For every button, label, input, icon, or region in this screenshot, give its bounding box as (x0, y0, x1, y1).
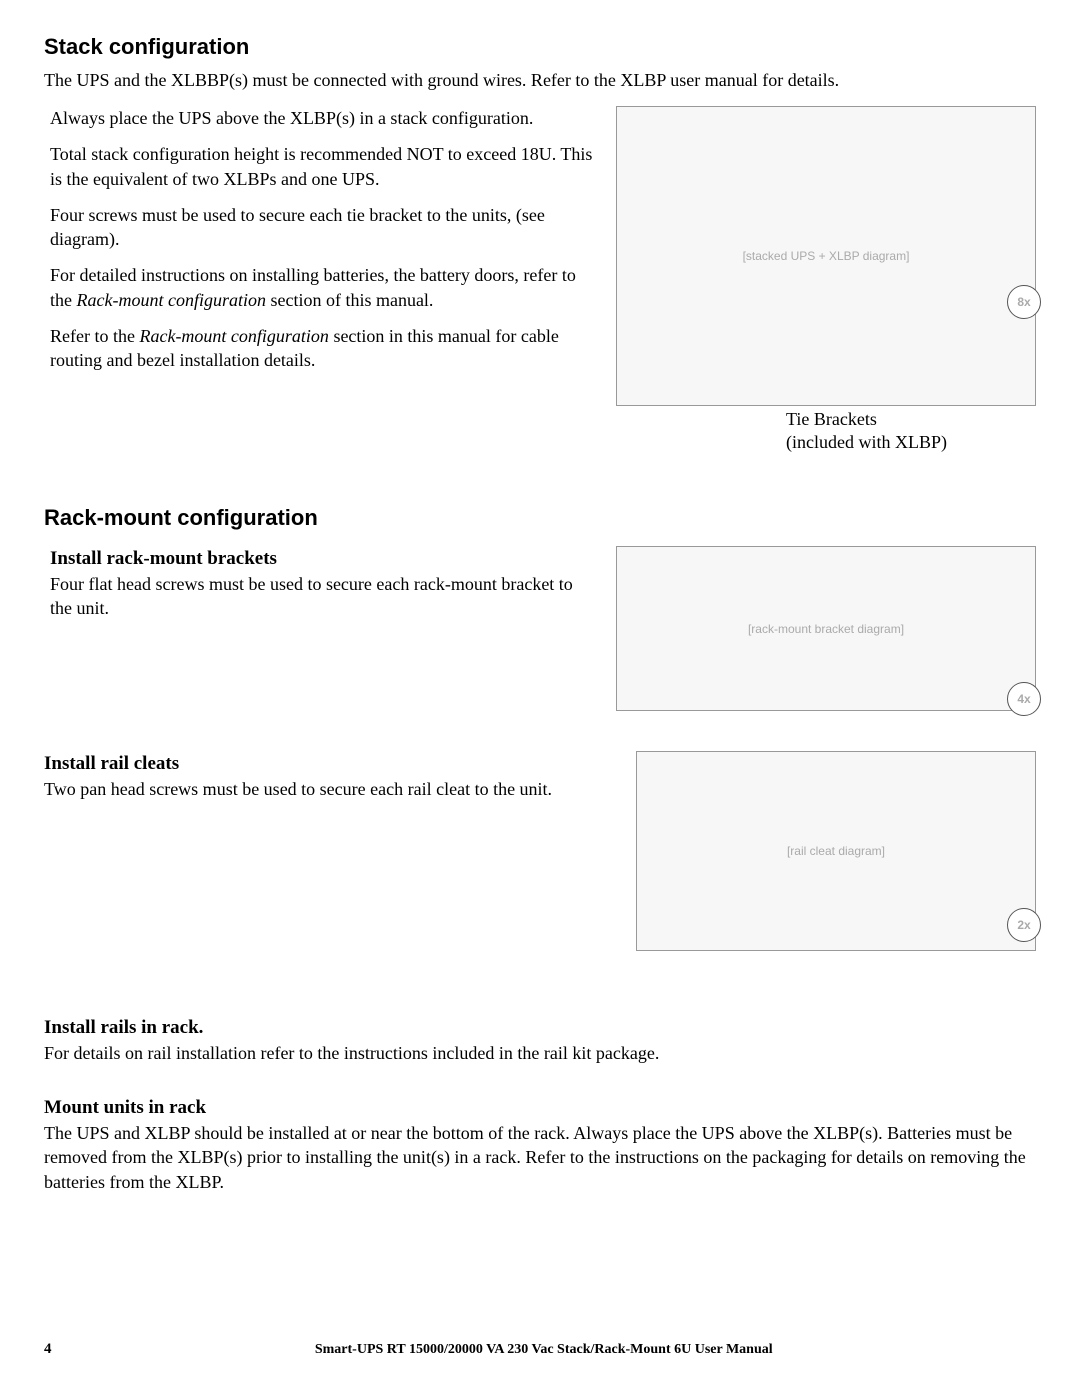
stack-intro-text: The UPS and the XLBBP(s) must be connect… (44, 68, 1036, 92)
page-number: 4 (44, 1339, 52, 1359)
cleats-diagram: [rail cleat diagram] 2x (636, 751, 1036, 951)
rails-text: For details on rail installation refer t… (44, 1041, 1036, 1065)
stack-diagram: [stacked UPS + XLBP diagram] 8x (616, 106, 1036, 406)
manual-title: Smart-UPS RT 15000/20000 VA 230 Vac Stac… (52, 1341, 1037, 1360)
brackets-right: [rack-mount bracket diagram] 4x (616, 546, 1036, 711)
screw-count-badge-8x: 8x (1007, 285, 1041, 319)
mount-heading: Mount units in rack (44, 1095, 1036, 1121)
cleats-row: Install rail cleats Two pan head screws … (44, 751, 1036, 951)
stack-para-4: For detailed instructions on installing … (44, 263, 598, 312)
brackets-diagram: [rack-mount bracket diagram] 4x (616, 546, 1036, 711)
stack-config-heading: Stack configuration (44, 32, 1036, 62)
stack-diagram-caption: Tie Brackets (included with XLBP) (616, 408, 1036, 455)
stack-two-col: Always place the UPS above the XLBP(s) i… (44, 106, 1036, 455)
stack-para-4-post: section of this manual. (266, 290, 433, 310)
screw-count-badge-2x: 2x (1007, 908, 1041, 942)
mount-text: The UPS and XLBP should be installed at … (44, 1121, 1036, 1194)
stack-para-2: Total stack configuration height is reco… (44, 142, 598, 191)
stack-para-5-pre: Refer to the (50, 326, 139, 346)
stack-para-4-italic: Rack-mount configuration (77, 290, 266, 310)
brackets-diagram-alt: [rack-mount bracket diagram] (748, 621, 904, 637)
rails-heading: Install rails in rack. (44, 1015, 1036, 1041)
caption-tie-brackets: Tie Brackets (786, 409, 877, 429)
stack-left-col: Always place the UPS above the XLBP(s) i… (44, 106, 598, 455)
rackmount-heading: Rack-mount configuration (44, 503, 1036, 533)
rails-block: Install rails in rack. For details on ra… (44, 1015, 1036, 1065)
cleats-diagram-alt: [rail cleat diagram] (787, 843, 885, 859)
stack-diagram-alt: [stacked UPS + XLBP diagram] (743, 248, 910, 264)
cleats-text: Two pan head screws must be used to secu… (44, 777, 598, 801)
page-footer: 4 Smart-UPS RT 15000/20000 VA 230 Vac St… (44, 1339, 1036, 1360)
stack-para-5-italic: Rack-mount configuration (139, 326, 328, 346)
brackets-row: Install rack-mount brackets Four flat he… (44, 546, 1036, 711)
cleats-right: [rail cleat diagram] 2x (616, 751, 1036, 951)
brackets-text: Four flat head screws must be used to se… (44, 572, 598, 621)
mount-block: Mount units in rack The UPS and XLBP sho… (44, 1095, 1036, 1194)
cleats-heading: Install rail cleats (44, 751, 598, 777)
cleats-left: Install rail cleats Two pan head screws … (44, 751, 598, 951)
stack-right-col: [stacked UPS + XLBP diagram] 8x Tie Brac… (616, 106, 1036, 455)
stack-para-1: Always place the UPS above the XLBP(s) i… (44, 106, 598, 130)
brackets-left: Install rack-mount brackets Four flat he… (44, 546, 598, 711)
stack-para-5: Refer to the Rack-mount configuration se… (44, 324, 598, 373)
brackets-heading: Install rack-mount brackets (44, 546, 598, 572)
stack-para-3: Four screws must be used to secure each … (44, 203, 598, 252)
screw-count-badge-4x: 4x (1007, 682, 1041, 716)
caption-included: (included with XLBP) (786, 432, 947, 452)
